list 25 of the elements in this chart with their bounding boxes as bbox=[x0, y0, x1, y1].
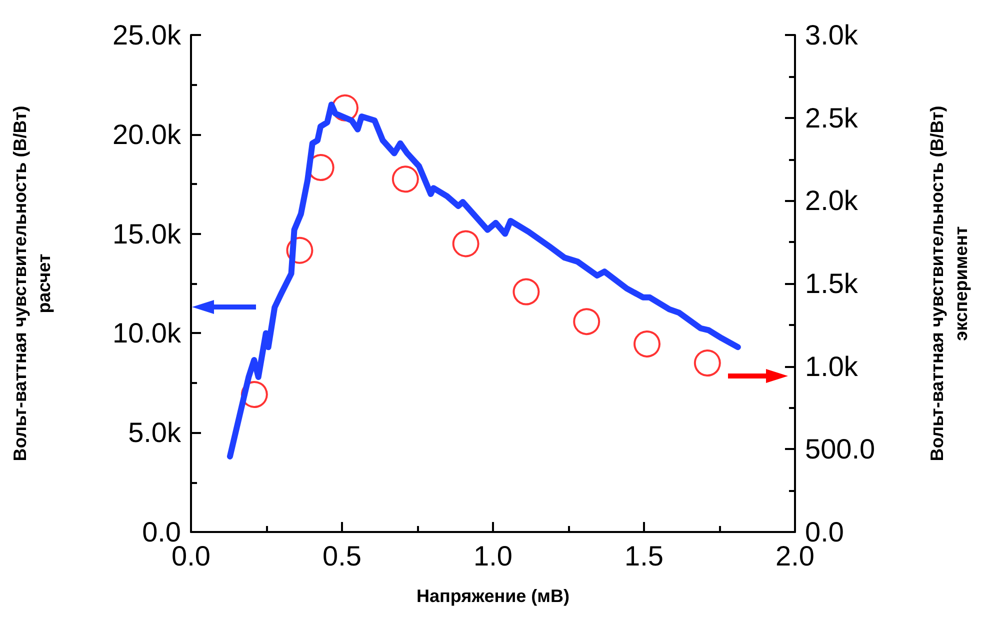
y2-tick-label: 1.0k bbox=[805, 350, 859, 382]
point bbox=[634, 330, 661, 358]
point bbox=[240, 381, 268, 408]
y2-axis-title: Вольт-ваттная чувствительность (В/Вт) эксперимент bbox=[927, 106, 971, 462]
x-tick-label: 1.5 bbox=[624, 540, 664, 572]
point bbox=[694, 350, 721, 377]
y-tick-label: 5.0k bbox=[128, 417, 182, 448]
y-tick-label: 25.0k bbox=[112, 20, 182, 50]
point bbox=[512, 278, 540, 306]
x-axis-title: Напряжение (мВ) bbox=[416, 586, 570, 606]
y2-tick-label: 1.5k bbox=[805, 268, 859, 299]
point bbox=[286, 236, 314, 264]
point bbox=[452, 230, 480, 258]
y-tick-label: 15.0k bbox=[112, 218, 182, 250]
y-tick-label: 20.0k bbox=[112, 118, 182, 150]
x-tick-label: 1.0 bbox=[474, 540, 512, 572]
y2-tick-label: 3.0k bbox=[805, 20, 859, 50]
point bbox=[392, 166, 419, 193]
y2-tick-label: 2.0k bbox=[805, 185, 859, 216]
y2-tick-label: 2.5k bbox=[805, 102, 859, 134]
x-tick-label: 0.5 bbox=[322, 540, 362, 572]
y-axis-title: Вольт-ваттная чувствительность (В/Вт) расчет bbox=[10, 106, 54, 462]
y-tick-label: 10.0k bbox=[112, 318, 182, 349]
point bbox=[573, 308, 600, 336]
y2-tick-label: 500.0 bbox=[805, 434, 876, 465]
